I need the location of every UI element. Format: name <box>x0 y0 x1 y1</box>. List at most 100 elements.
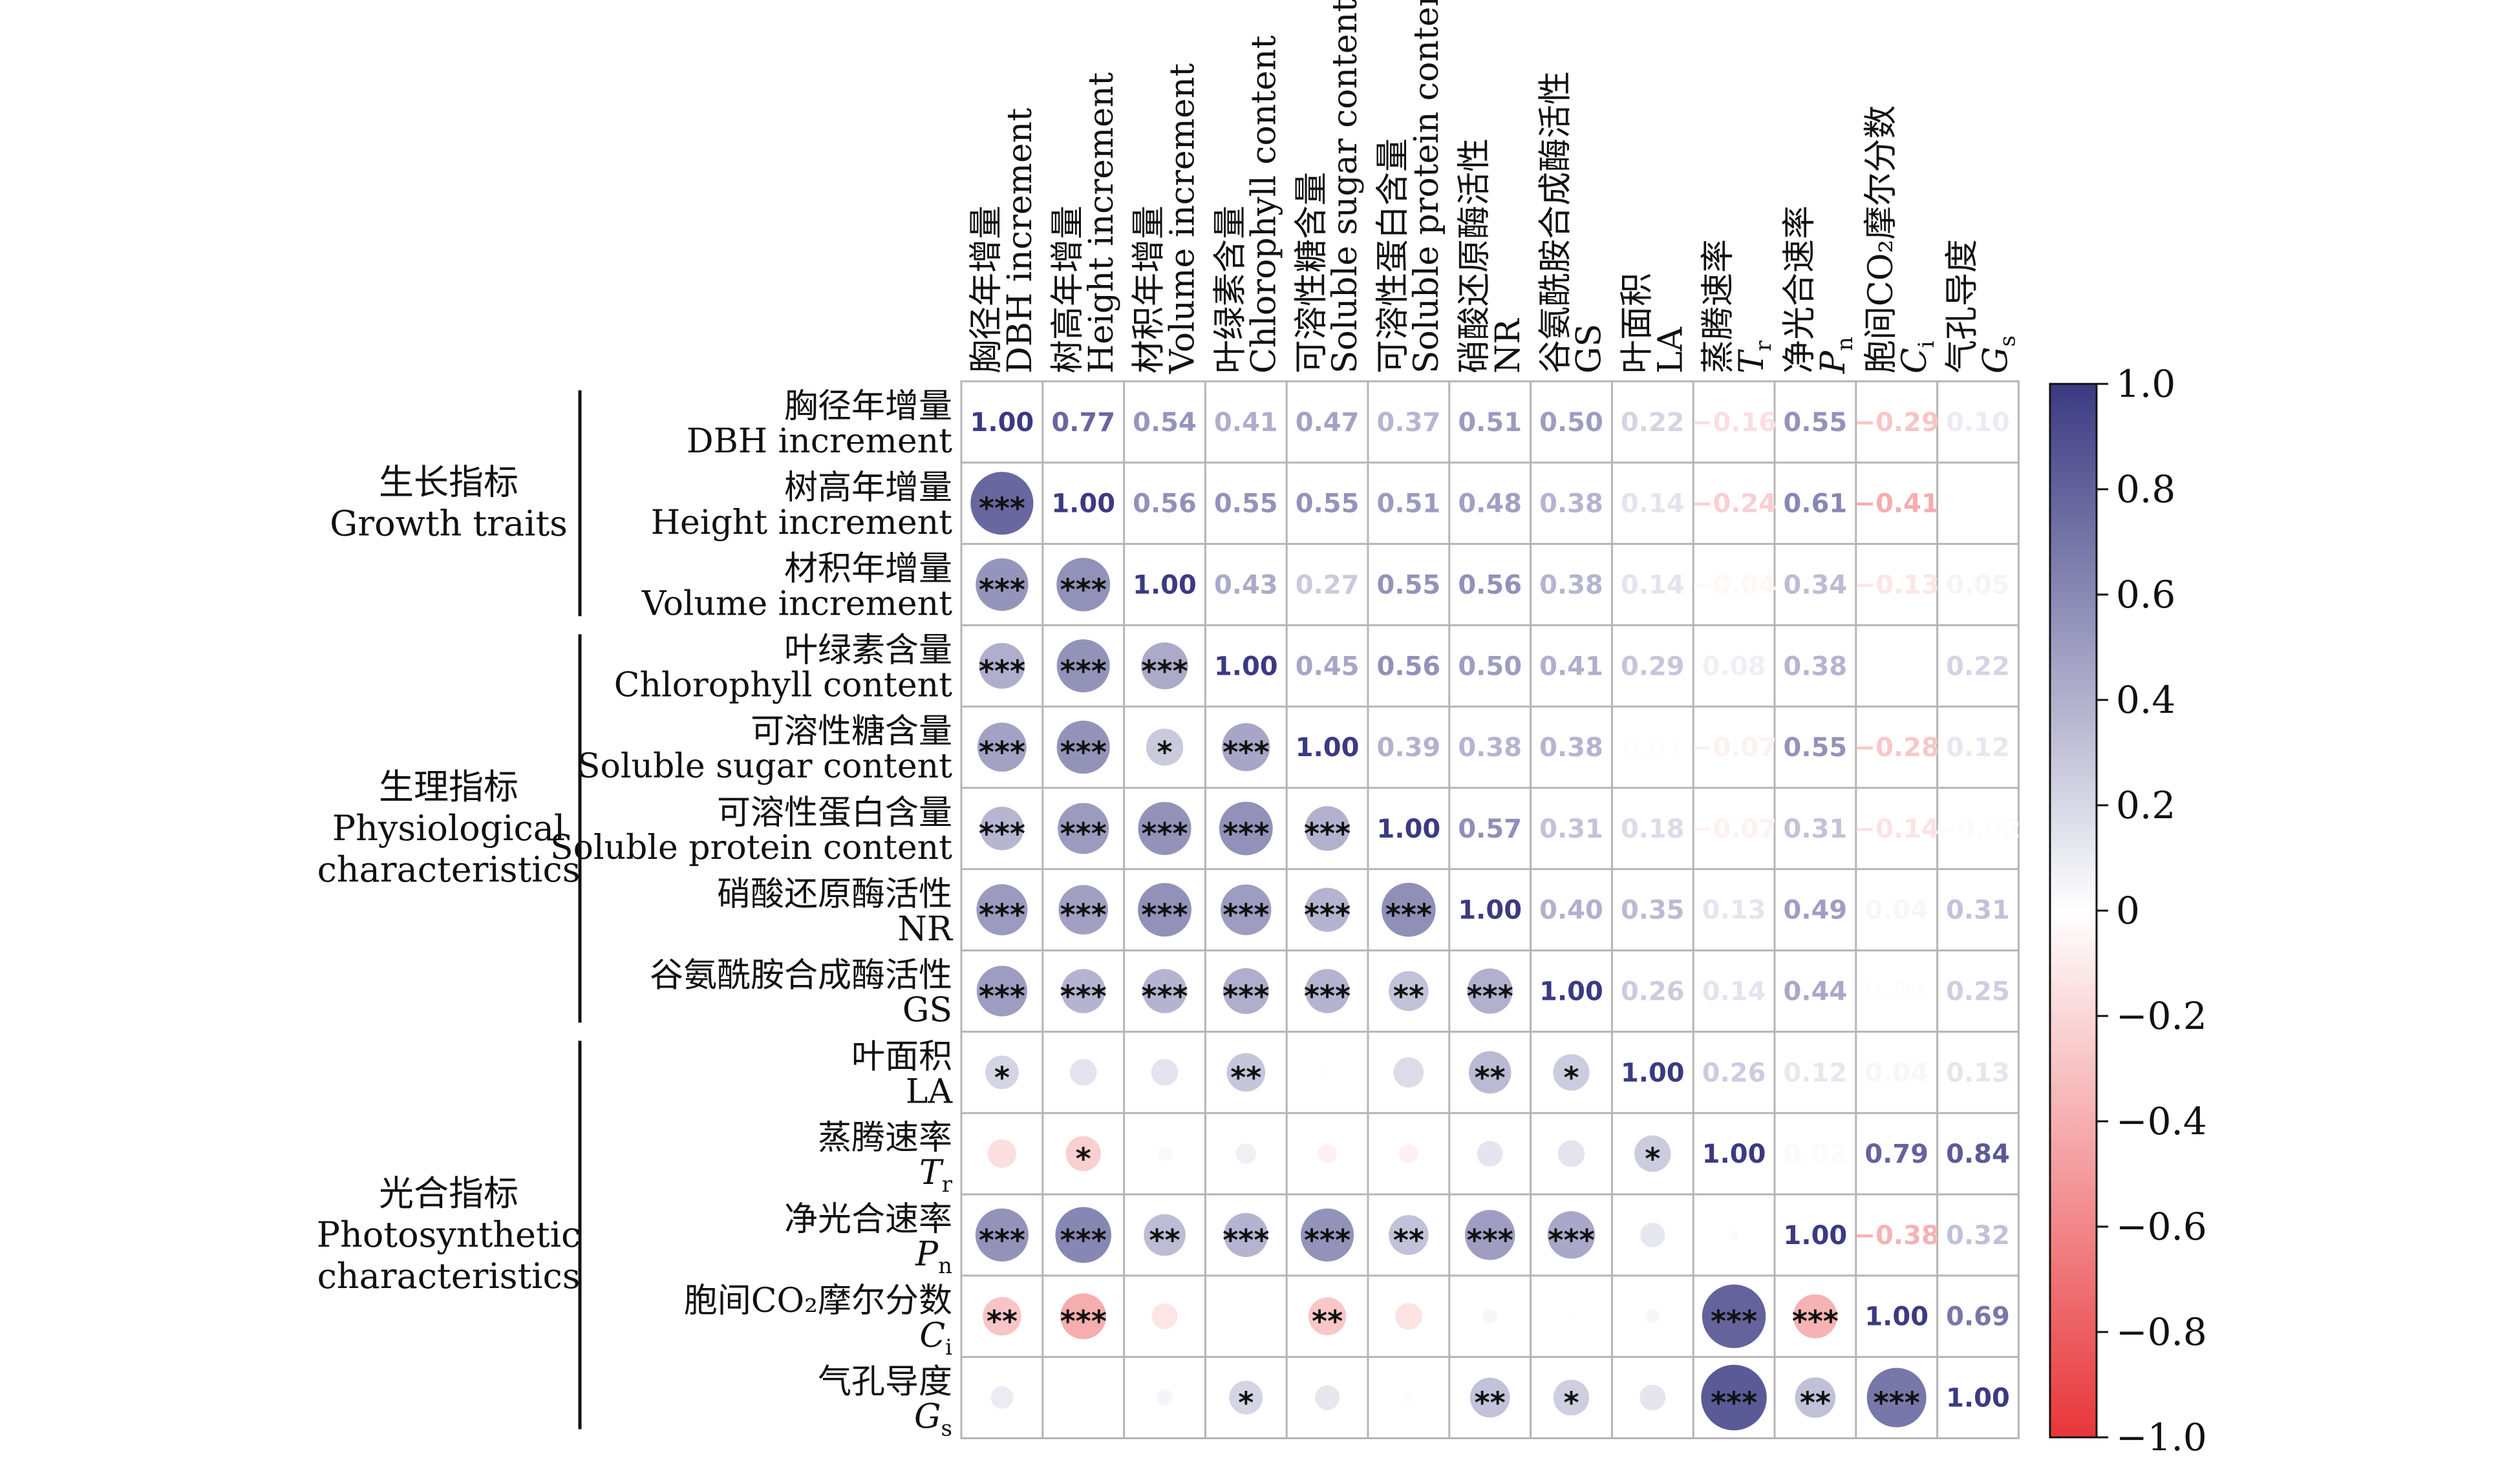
correlation-value-label: 0.01 <box>1621 733 1685 763</box>
row-label-en: Chlorophyll content <box>614 666 952 704</box>
correlation-value-label: 0.12 <box>1784 1058 1848 1088</box>
correlation-circle <box>976 884 1028 936</box>
significance-marker: *** <box>1141 816 1188 851</box>
significance-marker: ** <box>987 1304 1018 1339</box>
column-label-en: Ci <box>1895 341 1939 374</box>
colorbar-tick-label: −1.0 <box>2116 1415 2207 1459</box>
correlation-value-label: −0.07 <box>1691 814 1777 844</box>
correlation-circle <box>1235 1143 1256 1164</box>
significance-marker: *** <box>1060 735 1107 770</box>
significance-marker: *** <box>1711 1386 1757 1421</box>
correlation-circle <box>1482 1309 1497 1324</box>
row-label-cn: 胞间CO₂摩尔分数 <box>684 1282 952 1320</box>
correlation-value-label: −0.04 <box>1691 571 1777 600</box>
correlation-value-label: 0.40 <box>1539 896 1603 925</box>
correlation-circle <box>1146 728 1184 766</box>
correlation-value-label: 0.14 <box>1621 489 1685 519</box>
significance-marker: *** <box>1548 1223 1594 1258</box>
correlation-circle <box>1729 1230 1739 1240</box>
column-label-cn: 胞间CO₂摩尔分数 <box>1862 105 1901 374</box>
correlation-circle <box>979 642 1025 689</box>
correlation-value-label: 0.51 <box>1377 489 1441 519</box>
correlation-value-label: 1.00 <box>1458 896 1522 925</box>
correlation-value-label: 0.79 <box>1864 1139 1928 1169</box>
row-label-en: Gs <box>914 1398 952 1442</box>
row-label-en: NR <box>897 910 954 949</box>
column-label-cn: 叶面积 <box>1618 273 1656 374</box>
significance-marker: *** <box>1223 735 1269 770</box>
significance-marker: * <box>994 1060 1010 1095</box>
grid-frame <box>960 380 2020 1439</box>
column-label-en: Tr <box>1733 340 1777 374</box>
correlation-circle <box>1222 723 1270 772</box>
correlation-value-label: 0.26 <box>1702 1058 1766 1088</box>
colorbar-tick-label: −0.4 <box>2116 1099 2207 1143</box>
correlation-value-label: −0.16 <box>1691 408 1777 438</box>
significance-marker: *** <box>1385 898 1432 933</box>
correlation-circle <box>1151 1303 1178 1329</box>
row-label-cn: 谷氨酰胺合成酶活性 <box>650 956 952 995</box>
significance-marker: * <box>1563 1060 1579 1095</box>
correlation-circle <box>1308 1297 1347 1335</box>
correlation-value-label: −0.41 <box>1854 489 1939 519</box>
correlation-circle <box>1795 1377 1836 1418</box>
row-label-cn: 气孔导度 <box>818 1363 952 1402</box>
column-label-en: LA <box>1651 326 1690 374</box>
row-label-en: Volume increment <box>641 585 952 624</box>
significance-marker: *** <box>1223 816 1269 851</box>
colorbar-tick-label: −0.6 <box>2116 1205 2207 1249</box>
column-label-en: Pn <box>1814 337 1858 374</box>
correlation-value-label: 0.41 <box>1214 408 1278 438</box>
significance-marker: ** <box>1800 1386 1831 1421</box>
correlation-circle <box>1223 968 1269 1014</box>
correlation-circle <box>1305 887 1350 932</box>
correlation-value-label: 0.38 <box>1539 489 1603 519</box>
row-label-cn: 材积年增量 <box>784 550 952 589</box>
correlation-value-label: 0.18 <box>1621 814 1685 844</box>
correlation-circle <box>1061 969 1105 1013</box>
correlation-value-label: 0.26 <box>1621 977 1685 1007</box>
correlation-circle <box>990 1386 1014 1410</box>
correlation-circle <box>1305 806 1350 851</box>
colorbar-tick-label: 0.2 <box>2116 783 2175 827</box>
correlation-circle <box>976 966 1028 1017</box>
significance-marker: *** <box>1467 1223 1513 1258</box>
correlation-value-label: 0.00 <box>1946 489 2010 519</box>
correlation-value-label: 0.55 <box>1377 571 1441 600</box>
correlation-value-label: 0.50 <box>1539 408 1603 438</box>
column-label-en: NR <box>1489 318 1528 374</box>
significance-marker: *** <box>1304 979 1351 1014</box>
row-label-en: Tr <box>919 1154 953 1198</box>
correlation-value-label: −0.24 <box>1691 489 1777 519</box>
correlation-value-label: −0.13 <box>1854 571 1939 600</box>
correlation-circle <box>1221 884 1272 935</box>
correlation-value-label: 0.12 <box>1946 733 2010 763</box>
correlation-circle <box>980 807 1024 851</box>
correlation-circle <box>1389 971 1429 1011</box>
correlation-value-label: 0.55 <box>1214 489 1278 519</box>
column-label-en: Gs <box>1977 335 2021 374</box>
correlation-value-label: 0.38 <box>1458 733 1522 763</box>
correlation-circle <box>1305 969 1350 1013</box>
correlation-circle <box>1069 1059 1097 1086</box>
significance-marker: *** <box>1874 1386 1920 1421</box>
correlation-circle <box>1065 1136 1101 1172</box>
correlation-value-label: −0.38 <box>1854 1221 1939 1251</box>
correlation-value-label: 0.00 <box>1864 651 1928 681</box>
correlation-value-label: 0.35 <box>1621 896 1685 925</box>
significance-marker: ** <box>1230 1060 1261 1095</box>
correlation-circle <box>1701 1364 1767 1431</box>
column-label-en: Volume increment <box>1164 63 1202 374</box>
correlation-circle <box>1056 639 1110 693</box>
correlation-circle <box>1219 801 1273 856</box>
correlation-circle <box>1323 1068 1331 1076</box>
significance-marker: *** <box>1060 573 1107 608</box>
correlation-circle <box>975 1208 1029 1262</box>
correlation-value-label: −0.29 <box>1854 408 1939 438</box>
significance-marker: ** <box>1393 1223 1424 1258</box>
significance-marker: *** <box>1711 1304 1757 1339</box>
correlation-value-label: 0.08 <box>1702 651 1766 681</box>
correlation-value-label: 0.32 <box>1946 1221 2010 1251</box>
column-label-cn: 蒸腾速率 <box>1699 239 1738 374</box>
